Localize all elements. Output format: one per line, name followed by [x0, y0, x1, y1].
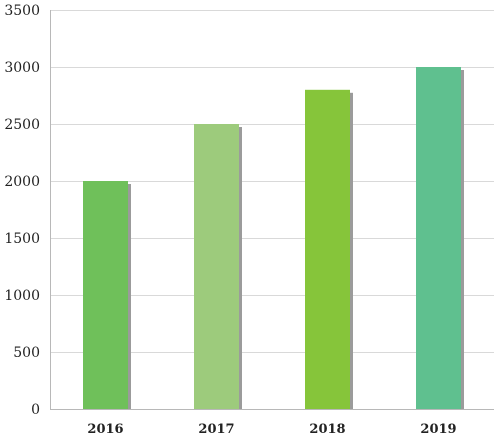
x-category-label-2016: 2016 — [87, 422, 123, 437]
bars-layer — [83, 67, 464, 410]
y-tick-label-2000: 2000 — [4, 174, 40, 190]
x-category-label-2017: 2017 — [198, 422, 234, 437]
bar-2018 — [305, 89, 350, 410]
y-tick-label-3500: 3500 — [4, 3, 40, 19]
y-tick-label-1500: 1500 — [4, 231, 40, 247]
bar-2016 — [83, 181, 128, 409]
x-category-label-2018: 2018 — [309, 422, 345, 437]
axis-layer — [50, 10, 494, 410]
y-tick-label-500: 500 — [13, 345, 40, 361]
y-tick-labels: 0 500 1000 1500 2000 2500 3000 3500 — [4, 3, 40, 418]
bar-2017 — [194, 124, 239, 409]
y-tick-label-0: 0 — [31, 402, 40, 418]
x-category-labels: 2016 2017 2018 2019 — [87, 422, 456, 437]
y-tick-label-2500: 2500 — [4, 117, 40, 133]
bar-2019 — [416, 67, 461, 409]
y-tick-label-1000: 1000 — [4, 288, 40, 304]
y-tick-label-3000: 3000 — [4, 60, 40, 76]
x-category-label-2019: 2019 — [420, 422, 456, 437]
